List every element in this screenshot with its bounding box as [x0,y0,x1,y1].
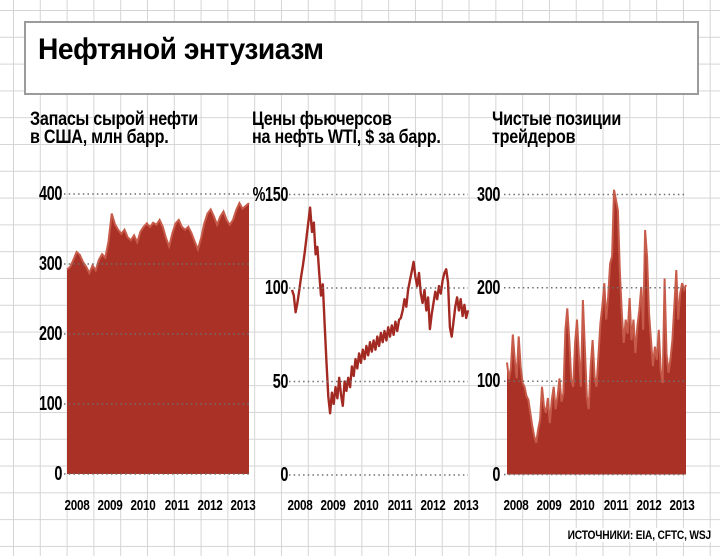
x-axis-year-label: 2010 [353,497,379,514]
y-axis-tick-label: 100 [265,277,288,299]
x-axis-year-label: 2009 [97,497,123,514]
y-axis-tick-label: 100 [39,393,62,415]
chart-header-line: Чистые позиции [492,109,622,130]
x-axis-year-label: 2008 [503,497,529,514]
y-axis-tick-label: 50 [272,371,289,393]
line-series [290,206,470,415]
chart-header-line: на нефть WTI, $ за барр. [252,126,441,148]
y-axis-tick-label: 400 [39,183,62,205]
x-axis-year-label: 2008 [64,497,90,514]
x-axis-year-label: 2012 [636,497,662,514]
chart-header-net-positions: Чистые позиции трейдеров [492,109,622,148]
y-axis-tick-label: 100 [477,370,500,392]
y-axis-tick-label: %150 [252,184,289,206]
x-axis-year-label: 2011 [387,497,413,514]
x-axis-year-label: 2009 [320,497,346,514]
x-axis-year-label: 2012 [197,497,223,514]
x-axis-year-label: 2008 [287,497,313,514]
y-axis-tick-label: 200 [39,323,62,345]
page-title: Нефтяной энтузиазм [38,33,324,66]
y-axis-tick-label: 300 [39,253,62,275]
area-series [67,203,249,474]
y-axis-tick-label: 200 [477,277,500,299]
source-credit: ИСТОЧНИКИ: EIA, CFTC, WSJ [566,528,713,542]
x-axis-year-label: 2013 [230,497,256,514]
x-axis-year-label: 2013 [669,497,695,514]
area-series-edge [66,200,250,276]
x-axis-year-label: 2010 [130,497,156,514]
y-axis-tick-label: 0 [280,464,288,486]
y-axis-tick-label: 0 [54,463,62,485]
chart-header-futures-prices: Цены фьючерсов на нефть WTI, $ за барр. [252,109,441,148]
area-series-edge [506,189,687,444]
chart-header-line: трейдеров [492,126,576,148]
x-axis-year-label: 2010 [569,497,595,514]
x-axis-year-label: 2012 [420,497,446,514]
title-box: Нефтяной энтузиазм [24,21,699,95]
y-axis-tick-label: 300 [477,184,500,206]
chart-header-line: в США, млн барр. [30,126,169,148]
x-axis-year-label: 2011 [164,497,190,514]
x-axis-year-label: 2011 [603,497,629,514]
chart-header-line: Запасы сырой нефти [30,109,198,130]
chart-header-inventories: Запасы сырой нефти в США, млн барр. [30,109,198,148]
y-axis-tick-label: 0 [492,464,500,486]
chart-header-line: Цены фьючерсов [252,109,392,130]
x-axis-year-label: 2013 [453,497,479,514]
x-axis-year-label: 2009 [536,497,562,514]
